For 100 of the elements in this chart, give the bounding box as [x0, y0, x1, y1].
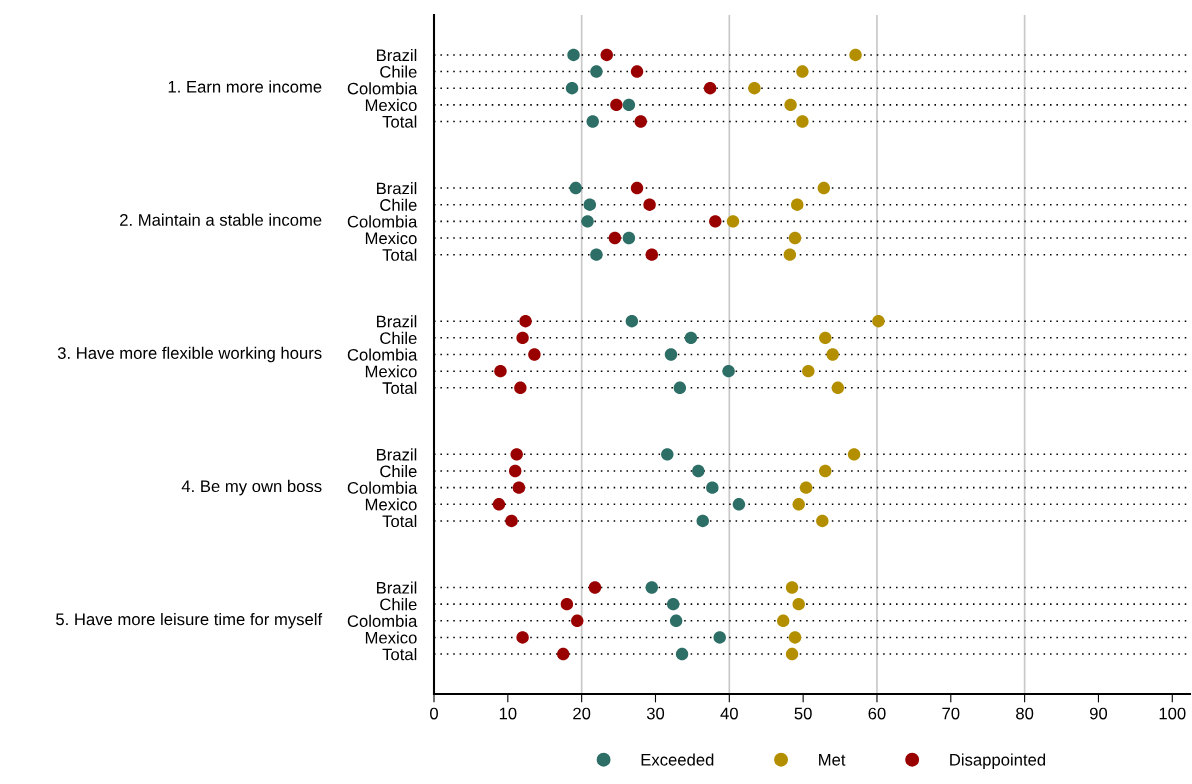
y-tick-label: Mexico: [365, 231, 417, 245]
point: [788, 631, 802, 644]
point: [777, 614, 790, 627]
point: [516, 331, 529, 345]
point: [569, 181, 582, 195]
y-tick-label: Total: [382, 381, 417, 394]
point: [684, 331, 698, 345]
point: [565, 82, 579, 95]
point: [581, 215, 594, 228]
point: [669, 614, 683, 627]
point: [783, 248, 797, 261]
y-tick-label: Brazil: [377, 448, 417, 461]
point: [645, 581, 658, 594]
point: [588, 581, 602, 594]
x-tick-label: 100: [1159, 707, 1186, 720]
point: [802, 364, 815, 378]
y-tick-label: Brazil: [377, 48, 417, 62]
point: [792, 597, 805, 611]
y-tick-label: Colombia: [347, 215, 418, 228]
point: [630, 65, 644, 78]
text: 2. Maintain a stable income: [120, 213, 322, 226]
y-tick-label: Mexico: [365, 498, 417, 511]
point: [664, 348, 678, 361]
y-tick-label: Colombia: [347, 348, 418, 361]
point: [494, 364, 507, 378]
point: [586, 115, 599, 128]
point: [791, 198, 804, 211]
point: [610, 98, 623, 112]
point: [819, 331, 832, 345]
y-tick-label: Colombia: [347, 481, 418, 494]
point: [630, 181, 644, 195]
point: [622, 98, 636, 112]
x-tick-label: 80: [1016, 707, 1034, 720]
point: [732, 498, 746, 511]
y-tick-label: Colombia: [347, 614, 418, 627]
x-tick-label: 60: [868, 707, 886, 720]
point: [696, 514, 709, 528]
point: [796, 115, 809, 128]
y-tick-label: Mexico: [365, 98, 417, 112]
point: [785, 647, 799, 661]
point: [792, 498, 805, 511]
point: [567, 48, 580, 62]
y-tick-label: Chile: [380, 65, 417, 78]
x-tick-label: 90: [1089, 707, 1108, 720]
y-tick-label: Chile: [380, 598, 417, 611]
point: [784, 98, 797, 112]
point: [510, 448, 523, 461]
point: [796, 65, 809, 78]
text: 1. Earn more income: [168, 80, 322, 93]
y-tick-label: Chile: [380, 464, 417, 478]
y-tick-label: Mexico: [365, 631, 417, 644]
point: [713, 631, 726, 644]
point: [816, 514, 829, 528]
point: [817, 181, 831, 195]
point: [608, 231, 622, 245]
point: [625, 315, 639, 328]
point: [519, 315, 532, 328]
x-tick-label: 20: [573, 707, 591, 720]
legend-label: Disappointed: [950, 753, 1046, 769]
point: [528, 348, 541, 361]
point: [785, 581, 799, 594]
point: [872, 315, 885, 328]
point: [583, 198, 596, 211]
point: [516, 631, 529, 644]
x-tick-label: 70: [942, 707, 960, 720]
x-tick-label: 0: [430, 707, 438, 720]
y-tick-label: Total: [382, 514, 417, 528]
point: [673, 381, 687, 394]
point: [819, 464, 832, 478]
y-tick-label: Total: [382, 115, 417, 128]
legend-label: Exceeded: [641, 753, 714, 766]
point: [512, 481, 526, 494]
point: [571, 614, 584, 627]
point: [722, 364, 735, 378]
y-tick-label: Colombia: [347, 82, 418, 95]
point: [509, 464, 522, 478]
y-tick-label: Brazil: [377, 315, 417, 328]
point: [590, 65, 603, 78]
point: [703, 82, 717, 95]
y-tick-label: Total: [382, 648, 417, 661]
point: [590, 248, 603, 261]
point: [799, 481, 813, 494]
x-tick-label: 10: [499, 707, 517, 720]
point: [666, 597, 680, 611]
y-tick-label: Brazil: [377, 581, 417, 594]
point: [692, 464, 705, 478]
point: [849, 48, 862, 62]
point: [726, 215, 740, 228]
point: [706, 481, 719, 494]
point: [556, 647, 570, 661]
legend-label: Met: [819, 754, 846, 766]
x-tick-label: 30: [646, 707, 665, 720]
point: [634, 115, 647, 128]
y-tick-label: Chile: [380, 331, 417, 345]
point: [788, 231, 802, 245]
point: [675, 647, 689, 661]
x-tick-label: 50: [794, 707, 812, 720]
text: 4. Be my own boss: [181, 479, 322, 496]
point: [748, 82, 761, 95]
point: [600, 48, 613, 62]
